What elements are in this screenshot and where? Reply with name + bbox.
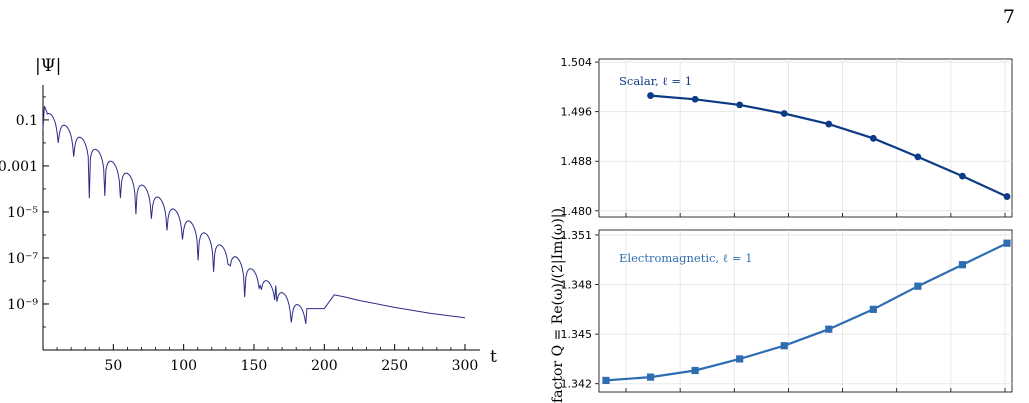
left-y-axis-label: |Ψ|: [35, 56, 61, 76]
series-line: [605, 242, 1008, 382]
data-point: [736, 101, 744, 109]
y-tick-label: 1.496: [561, 106, 593, 119]
electromagnetic-panel: 1.342 1.345 1.348 1.351 Electromagnetic, ℓ =…: [561, 229, 1013, 393]
data-point: [780, 342, 788, 350]
left-y-ticks: 0.1 0.001 10⁻⁵ 10⁻⁷ 10⁻⁹: [0, 96, 49, 328]
y-tick-label: 1.345: [561, 328, 593, 341]
y-tick-label: 1.488: [561, 155, 593, 168]
data-point: [646, 373, 655, 381]
data-point: [736, 355, 744, 363]
data-point: [914, 153, 922, 161]
data-point: [825, 120, 833, 128]
left-y-tick-label: 0.1: [16, 113, 38, 129]
data-point: [914, 282, 922, 290]
left-y-tick-label: 10⁻⁵: [7, 205, 38, 221]
left-x-tick-label: 50: [104, 358, 122, 374]
y-tick-label: 1.348: [561, 279, 593, 292]
data-point: [1003, 239, 1011, 247]
left-x-tick-label: 300: [452, 358, 479, 374]
data-point: [602, 376, 610, 385]
data-point: [869, 134, 877, 142]
left-y-tick-label: 10⁻⁹: [7, 297, 38, 313]
data-point: [869, 305, 877, 313]
left-x-tick-label: 100: [170, 358, 197, 374]
panel-annotation: Scalar, ℓ = 1: [619, 74, 692, 88]
panel-frame: [598, 229, 1013, 393]
panel-annotation: Electromagnetic, ℓ = 1: [619, 251, 753, 265]
panel-frame: [598, 58, 1013, 218]
data-point: [691, 366, 699, 375]
left-x-tick-label: 250: [381, 358, 408, 374]
y-tick-label: 1.504: [561, 56, 593, 69]
page-number: 7: [1002, 6, 1015, 28]
right-y-axis-label: factor Q = Re(ω)/(2|Im(ω)|): [550, 208, 566, 403]
quality-factor-plot: factor Q = Re(ω)/(2|Im(ω)|) 1.4801.4881.…: [550, 56, 1013, 403]
left-axes: [42, 85, 480, 351]
left-y-tick-label: 0.001: [0, 159, 38, 175]
y-tick-label: 1.351: [561, 229, 593, 242]
data-point: [825, 325, 833, 333]
left-x-axis-label: t: [490, 347, 497, 367]
scalar-panel: 1.480 1.488 1.496 1.504 Scalar, ℓ = 1: [561, 56, 1013, 218]
y-tick-label: 1.480: [561, 205, 593, 218]
data-point: [647, 92, 654, 99]
left-x-tick-label: 200: [311, 358, 338, 374]
left-series-line: [42, 105, 466, 324]
left-x-tick-label: 150: [241, 358, 268, 374]
data-point: [691, 95, 699, 103]
data-point: [780, 110, 788, 117]
data-point: [1003, 193, 1011, 200]
data-point: [959, 172, 966, 180]
left-y-tick-label: 10⁻⁷: [7, 251, 38, 267]
left-x-ticks: 50 100 150 200 250 300: [56, 344, 479, 374]
y-tick-label: 1.342: [561, 378, 593, 391]
ringdown-log-plot: |Ψ| t 50 100 150 200 250 300 0.1 0.001 10⁻⁵ 10⁻⁷…: [0, 56, 497, 374]
data-point: [958, 261, 967, 269]
